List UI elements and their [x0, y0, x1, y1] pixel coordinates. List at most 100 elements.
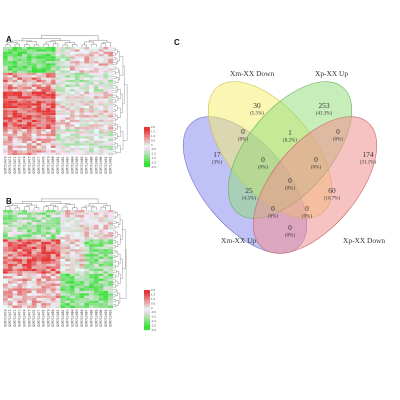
heatmap-cell: [12, 70, 18, 73]
venn-region-count: 0: [241, 127, 245, 136]
heatmap-cell: [17, 58, 23, 62]
heatmap-cell: [46, 103, 51, 106]
heatmap-cell: [65, 212, 70, 215]
column-label: GSM713476: [32, 156, 36, 173]
column-label: GSM713484: [70, 156, 74, 173]
heatmap-cell: [7, 108, 13, 111]
column-label: GSM713483: [66, 156, 70, 173]
heatmap-cell: [22, 261, 27, 264]
heatmap-cell: [17, 268, 23, 272]
heatmap-cell: [74, 150, 80, 153]
heatmap-cell: [65, 303, 70, 306]
heatmap-cell: [65, 112, 70, 116]
heatmap-cell: [108, 91, 114, 95]
heatmap-cell: [89, 295, 94, 299]
heatmap-cell: [46, 293, 51, 296]
heatmap-cell: [3, 96, 8, 99]
heatmap-cell: [55, 56, 61, 59]
heatmap-cell: [55, 239, 61, 242]
heatmap-cell: [50, 70, 56, 73]
heatmap-cell: [26, 295, 32, 299]
heatmap-cell: [60, 143, 66, 146]
heatmap-cell: [26, 110, 32, 113]
venn-region-percent: (4.5%): [242, 197, 256, 202]
heatmap-cell: [60, 77, 66, 80]
heatmap-cell: [36, 261, 42, 264]
heatmap-cell: [22, 263, 27, 267]
heatmap-cell: [84, 131, 90, 134]
heatmap-cell: [98, 115, 104, 118]
heatmap-cell: [26, 256, 32, 260]
heatmap-cell: [46, 105, 51, 109]
heatmap-cell: [84, 268, 90, 272]
heatmap-cell: [46, 236, 51, 240]
heatmap-cell: [7, 150, 13, 153]
column-label: GSM713488: [89, 156, 93, 173]
column-label: GSM713490: [99, 156, 103, 173]
heatmap-cell: [93, 259, 99, 262]
heatmap-cell: [103, 224, 109, 228]
heatmap-cell: [26, 147, 32, 151]
column-label: GSM713481: [56, 309, 60, 326]
heatmap-cell: [79, 103, 85, 106]
heatmap-cell: [103, 63, 109, 66]
heatmap-cell: [65, 259, 70, 262]
heatmap-cell: [50, 138, 56, 141]
heatmap-cell: [50, 152, 56, 156]
heatmap-cell: [69, 227, 75, 230]
heatmap-cell: [93, 124, 99, 127]
heatmap-cell: [98, 72, 104, 76]
heatmap-cell: [55, 145, 61, 149]
heatmap-cell: [93, 293, 99, 296]
heatmap-cell: [89, 210, 94, 213]
heatmap-cell: [69, 133, 75, 137]
heatmap-cell: [41, 65, 47, 69]
heatmap-cell: [55, 293, 61, 296]
heatmap-cell: [50, 244, 56, 247]
heatmap-cell: [84, 70, 90, 73]
venn-region-percent: (0%): [285, 187, 295, 192]
heatmap-cell: [3, 234, 8, 237]
scale-tick-label: -2.0: [151, 324, 156, 328]
heatmap-cell: [103, 115, 109, 118]
heatmap-cell: [108, 58, 114, 62]
heatmap-cell: [103, 217, 109, 220]
heatmap-cell: [74, 305, 80, 309]
heatmap-cell: [41, 98, 47, 102]
venn-region-count: 0: [261, 155, 265, 164]
column-label: GSM713492: [109, 156, 113, 173]
heatmap-cell: [65, 261, 70, 264]
heatmap-cell: [46, 138, 51, 141]
heatmap-cell: [108, 147, 114, 151]
heatmap-cell: [93, 285, 99, 289]
heatmap-cell: [98, 276, 104, 279]
heatmap-cell: [46, 79, 51, 83]
heatmap-cell: [98, 298, 104, 301]
heatmap-cell: [36, 84, 42, 87]
heatmap-cell: [74, 136, 80, 139]
heatmap-cell: [55, 136, 61, 139]
heatmap-cell: [17, 117, 23, 120]
heatmap-cell: [84, 239, 90, 242]
heatmap-cell: [65, 285, 70, 289]
dendrogram-branch: [113, 255, 116, 258]
heatmap-cell: [69, 251, 75, 255]
heatmap-cell: [98, 93, 104, 97]
heatmap-cell: [3, 263, 8, 267]
scale-swatch: [144, 151, 150, 154]
heatmap-cell: [50, 140, 56, 144]
heatmap-cell: [93, 101, 99, 104]
heatmap-cell: [12, 234, 18, 237]
heatmap-cell: [36, 140, 42, 144]
dendrogram-branch: [81, 44, 87, 47]
heatmap-cell: [60, 232, 66, 235]
heatmap-cell: [26, 303, 32, 306]
dendrogram-branch: [116, 145, 121, 153]
heatmap-cell: [84, 82, 90, 85]
scale-swatch: [144, 308, 150, 311]
heatmap-cell: [60, 227, 66, 230]
heatmap-cell: [12, 124, 18, 127]
heatmap-cell: [60, 300, 66, 304]
dendrogram-branch: [115, 241, 119, 247]
heatmap-cell: [79, 244, 85, 247]
